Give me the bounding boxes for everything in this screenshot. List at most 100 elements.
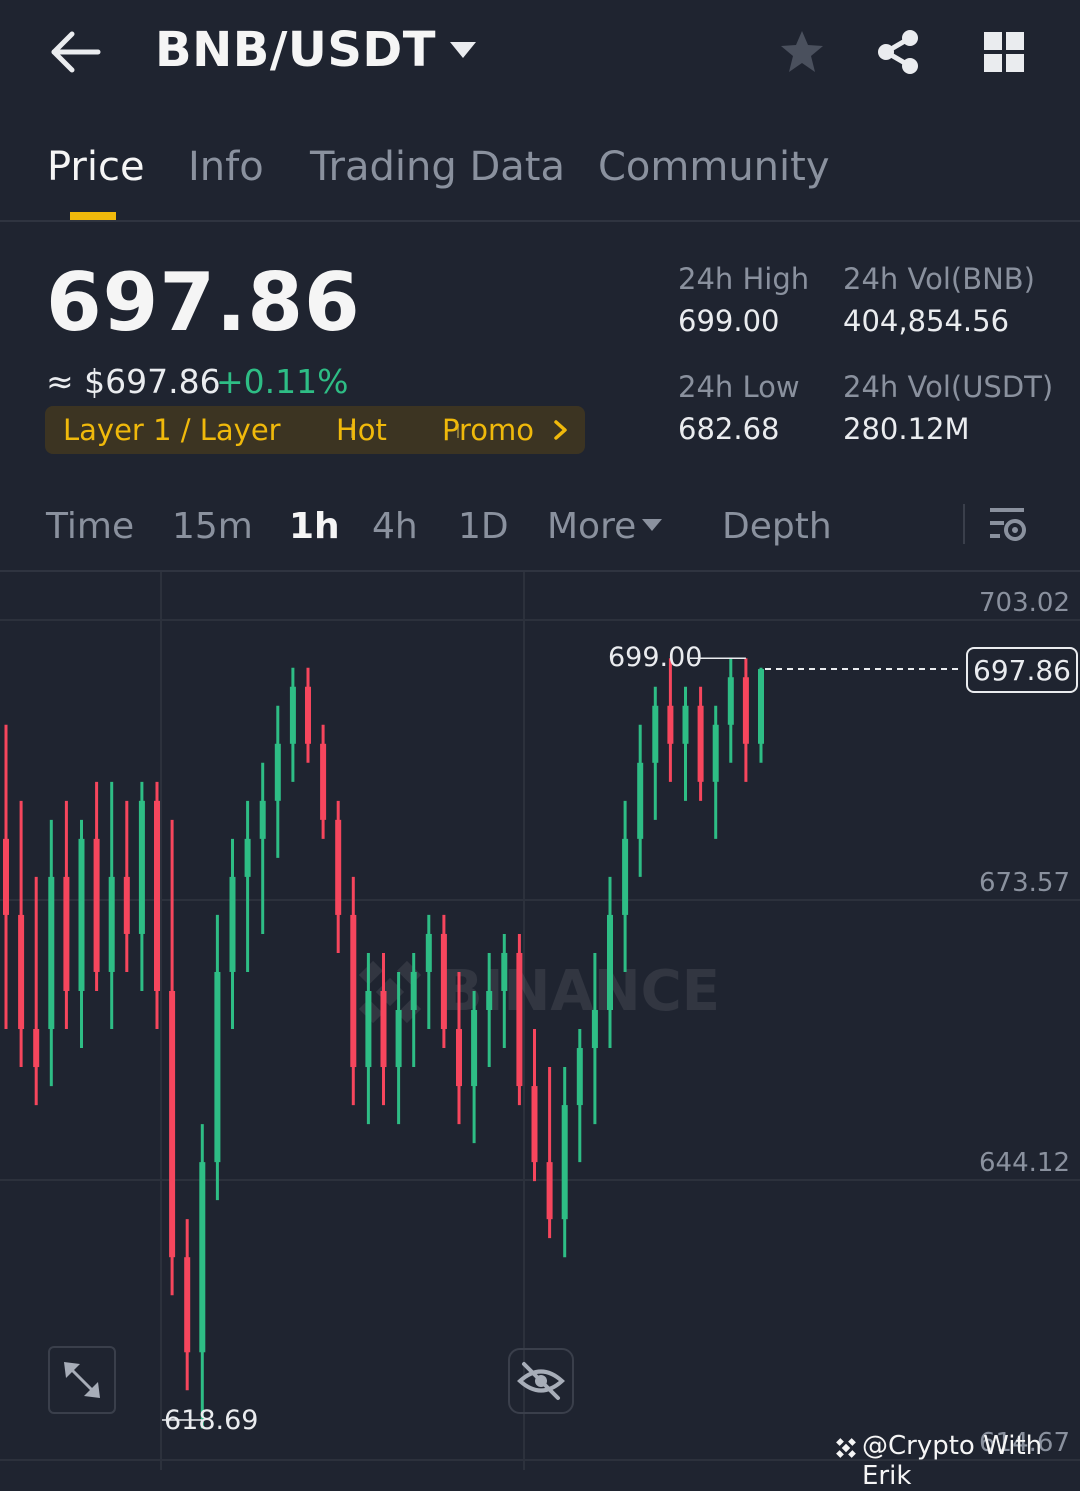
- candle-body: [456, 1029, 462, 1087]
- chart-settings-button[interactable]: [988, 504, 1028, 548]
- tab-price[interactable]: Price: [47, 144, 145, 190]
- caret-down-icon: [450, 42, 476, 58]
- candle-body: [184, 1257, 191, 1353]
- candlestick-chart[interactable]: BINANCE: [0, 572, 1080, 1470]
- candle-body: [244, 838, 251, 877]
- tag-divider: [351, 424, 353, 438]
- candle-body: [410, 971, 417, 1011]
- fullscreen-button[interactable]: [48, 1346, 116, 1414]
- candle-body: [320, 743, 327, 820]
- interval-depth[interactable]: Depth: [722, 506, 832, 547]
- eye-off-icon: [517, 1362, 565, 1400]
- expand-icon: [64, 1362, 100, 1398]
- stat-vol-base-label: 24h Vol(BNB): [843, 262, 1035, 296]
- interval-15m[interactable]: 15m: [172, 506, 253, 547]
- share-button[interactable]: [874, 28, 922, 80]
- low-marker-label: 618.69: [164, 1405, 259, 1436]
- usd-price: ≈ $697.86: [46, 362, 221, 401]
- candle-body: [350, 914, 357, 1068]
- candle-body: [667, 705, 674, 744]
- interval-divider: [963, 504, 965, 544]
- last-price-tag-value: 697.86: [973, 654, 1071, 687]
- candle-body: [229, 876, 236, 972]
- tag-divider: [457, 424, 459, 438]
- candle-body: [622, 838, 629, 915]
- tab-community[interactable]: Community: [598, 144, 830, 190]
- candle-body: [18, 914, 25, 1030]
- candle-body: [758, 669, 764, 744]
- chart-settings-icon: [990, 508, 1026, 541]
- candle-body: [546, 1162, 553, 1220]
- candle-body: [516, 952, 523, 1087]
- candle-body: [274, 743, 281, 801]
- hide-indicators-button[interactable]: [508, 1348, 574, 1414]
- candle-body: [154, 800, 160, 991]
- chart-canvas: BINANCE: [0, 572, 1080, 1470]
- chevron-right-icon: [554, 420, 567, 440]
- candle-body: [199, 1162, 206, 1353]
- tag-layer[interactable]: Layer 1 / Layer: [63, 413, 281, 447]
- stat-high-label: 24h High: [678, 262, 810, 296]
- interval-bar: Time 15m 1h 4h 1D More Depth: [0, 488, 1080, 572]
- candle-body: [682, 705, 689, 744]
- interval-1d[interactable]: 1D: [458, 506, 509, 547]
- interval-1h[interactable]: 1h: [289, 506, 340, 547]
- candle-body: [78, 838, 85, 991]
- tab-info[interactable]: Info: [188, 144, 264, 190]
- active-tab-indicator: [70, 212, 116, 220]
- candle-body: [425, 933, 432, 972]
- candle-body: [138, 800, 145, 934]
- candle-body: [607, 914, 613, 1011]
- layout-button[interactable]: [982, 30, 1026, 78]
- candle-body: [365, 990, 372, 1068]
- candle-body: [289, 686, 296, 744]
- tag-promo[interactable]: Promo: [442, 413, 534, 447]
- watermark-text: BINANCE: [440, 959, 720, 1024]
- stat-vol-quote-value: 280.12M: [843, 412, 970, 446]
- candle-body: [486, 990, 493, 1011]
- candle-body: [652, 705, 659, 763]
- candle-body: [501, 952, 508, 991]
- caret-down-icon: [642, 519, 662, 531]
- candle-body: [63, 876, 70, 991]
- interval-more[interactable]: More: [547, 506, 637, 547]
- candle-body: [712, 724, 719, 782]
- stat-high-value: 699.00: [678, 304, 780, 338]
- back-button[interactable]: [48, 28, 104, 76]
- stat-vol-quote-label: 24h Vol(USDT): [843, 370, 1054, 404]
- candle-body: [108, 876, 115, 972]
- candle-body: [697, 705, 704, 782]
- y-tick-label: 644.12: [979, 1148, 1070, 1178]
- tag-hot[interactable]: Hot: [336, 413, 387, 447]
- candle-body: [123, 876, 130, 934]
- y-tick-label: 614.67: [979, 1428, 1070, 1458]
- candle-body: [305, 686, 311, 744]
- attribution-text: @Crypto With Erik: [862, 1431, 1043, 1491]
- pair-title[interactable]: BNB/USDT: [155, 22, 437, 78]
- stat-vol-base-value: 404,854.56: [843, 304, 1010, 338]
- candle-body: [591, 1010, 598, 1049]
- candle-body: [48, 876, 55, 1030]
- top-bar: BNB/USDT: [0, 0, 1080, 110]
- stat-low-label: 24h Low: [678, 370, 800, 404]
- candle-body: [3, 838, 9, 915]
- tags-more-button[interactable]: [551, 418, 571, 446]
- interval-4h[interactable]: 4h: [372, 506, 418, 547]
- tab-trading-data[interactable]: Trading Data: [310, 144, 565, 190]
- binance-watermark: BINANCE: [358, 959, 720, 1024]
- pair-selector[interactable]: [448, 40, 478, 64]
- candle-body: [169, 990, 176, 1258]
- candle-body: [531, 1086, 538, 1163]
- category-tags[interactable]: Layer 1 / Layer Hot Promo: [45, 406, 585, 454]
- y-tick-label: 703.02: [979, 588, 1070, 618]
- price-change-percent: +0.11%: [216, 362, 349, 401]
- candle-body: [576, 1048, 583, 1106]
- candle-body: [440, 933, 447, 1030]
- favorite-button[interactable]: [778, 28, 826, 80]
- stat-low-value: 682.68: [678, 412, 780, 446]
- interval-time[interactable]: Time: [46, 506, 135, 547]
- star-icon: [781, 31, 823, 72]
- candle-body: [471, 1010, 478, 1087]
- candle-body: [259, 800, 266, 839]
- high-marker-label: 699.00: [608, 642, 703, 673]
